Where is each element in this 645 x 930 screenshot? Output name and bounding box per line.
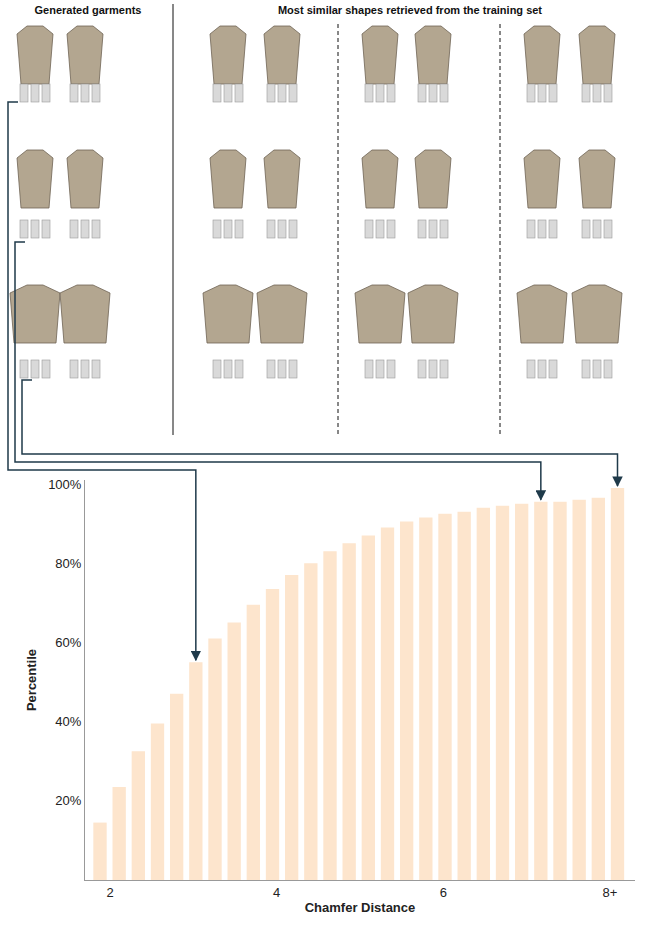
svg-text:6: 6	[440, 885, 447, 900]
svg-text:Most similar shapes retrieved: Most similar shapes retrieved from the t…	[278, 4, 542, 16]
svg-text:60%: 60%	[55, 635, 81, 650]
svg-text:80%: 80%	[55, 556, 81, 571]
svg-text:40%: 40%	[55, 714, 81, 729]
svg-text:Generated garments: Generated garments	[35, 4, 142, 16]
svg-text:Chamfer Distance: Chamfer Distance	[305, 900, 416, 915]
svg-text:2: 2	[106, 885, 113, 900]
svg-text:Percentile: Percentile	[24, 649, 39, 711]
svg-text:8+: 8+	[603, 885, 618, 900]
svg-text:4: 4	[273, 885, 280, 900]
svg-text:20%: 20%	[55, 793, 81, 808]
svg-text:100%: 100%	[48, 477, 82, 492]
